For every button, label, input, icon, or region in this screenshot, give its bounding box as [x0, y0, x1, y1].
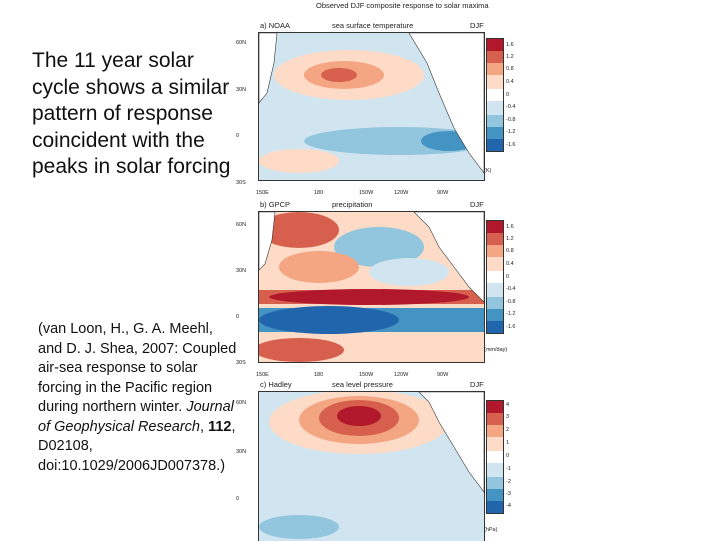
panel-b-lon-4: 90W: [437, 372, 449, 378]
panel-b-lat-2: 0: [236, 314, 240, 320]
panel-a-lat-2: 0: [236, 133, 240, 139]
panel-a-tick-5: -0.4: [506, 104, 516, 110]
panel-c-map: [258, 391, 485, 541]
panel-c-tick-1: 3: [506, 414, 510, 420]
panel-b-variable: precipitation: [332, 200, 373, 209]
panel-a-tick-7: -1.2: [506, 129, 516, 135]
panel-c-tick-7: -3: [506, 491, 511, 497]
panel-a-lat-3: 30S: [236, 180, 246, 186]
panel-c-tick-4: 0: [506, 453, 510, 459]
panel-b-label: b) GPCP: [260, 200, 291, 209]
panel-c-unit: (hPa): [484, 527, 498, 533]
panel-c-tick-3: 1: [506, 440, 510, 446]
figure-title: Observed DJF composite response to solar…: [316, 1, 489, 10]
panel-c-season: DJF: [470, 380, 484, 389]
panel-b-tick-7: -1.2: [506, 311, 516, 317]
panel-a-unit: (K): [484, 168, 492, 174]
panel-b-lat-1: 30N: [236, 268, 247, 274]
panel-a-lon-1: 180: [314, 190, 324, 196]
panel-c-lat-1: 30N: [236, 449, 247, 455]
panel-a-tick-4: 0: [506, 92, 510, 98]
panel-a-tick-3: 0.4: [506, 79, 514, 85]
panel-a-season: DJF: [470, 21, 484, 30]
panel-b-season: DJF: [470, 200, 484, 209]
panel-a-tick-6: -0.8: [506, 117, 516, 123]
panel-b-map-graphic: [259, 212, 484, 362]
panel-a-tick-1: 1.2: [506, 54, 514, 60]
panel-c-lat-0: 60N: [236, 400, 247, 406]
panel-c-tick-0: 4: [506, 402, 510, 408]
panel-c-tick-2: 2: [506, 427, 510, 433]
panel-c-tick-6: -2: [506, 479, 511, 485]
panel-c-colorbar-graphic: [487, 401, 503, 513]
panel-b-unit: (mm/day): [484, 347, 508, 353]
panel-c-map-graphic: [259, 392, 484, 541]
citation-journal: Journal of Geophysical Research: [38, 399, 234, 435]
panel-b-lat-0: 60N: [236, 222, 247, 228]
panel-b-tick-4: 0: [506, 274, 510, 280]
panel-b-tick-6: -0.8: [506, 299, 516, 305]
panel-a-colorbar-graphic: [487, 39, 503, 151]
panel-a-lon-4: 90W: [437, 190, 449, 196]
citation: (van Loon, H., G. A. Meehl, and D. J. Sh…: [38, 320, 240, 476]
panel-c-lat-2: 0: [236, 496, 240, 502]
panel-b-map: [258, 211, 485, 363]
citation-volume: 112: [208, 418, 232, 435]
panel-a-map: [258, 32, 485, 181]
panel-b-lat-3: 30S: [236, 360, 246, 366]
panel-b-colorbar: [486, 220, 504, 334]
panel-c-colorbar: [486, 400, 504, 514]
panel-a-lat-0: 60N: [236, 40, 247, 46]
panel-b-lon-0: 150E: [256, 372, 269, 378]
panel-b-tick-2: 0.8: [506, 248, 514, 254]
panel-b-lon-2: 150W: [359, 372, 374, 378]
panel-b-tick-5: -0.4: [506, 286, 516, 292]
panel-b-tick-3: 0.4: [506, 261, 514, 267]
panel-a-variable: sea surface temperature: [332, 21, 414, 30]
panel-a-lon-3: 120W: [394, 190, 409, 196]
citation-sep: ,: [200, 418, 209, 435]
panel-a-lon-2: 150W: [359, 190, 374, 196]
citation-rest: , D02108, doi:10.1029/2006JD007378.): [38, 418, 236, 474]
panel-c-label: c) Hadley: [260, 380, 292, 389]
panel-a-tick-8: -1.6: [506, 142, 516, 148]
panel-b-tick-8: -1.6: [506, 324, 516, 330]
solar-response-figure: Observed DJF composite response to solar…: [234, 0, 720, 541]
panel-b-tick-1: 1.2: [506, 236, 514, 242]
panel-a-tick-2b: 0.8: [506, 66, 514, 72]
panel-c-variable: sea level pressure: [332, 380, 393, 389]
panel-a-lon-0: 150E: [256, 190, 269, 196]
panel-a-tick-0: 1.6: [506, 42, 514, 48]
panel-b-colorbar-graphic: [487, 221, 503, 333]
citation-authors: (van Loon, H., G. A. Meehl, and D. J. Sh…: [38, 321, 237, 415]
slide-main-text: The 11 year solar cycle shows a similar …: [32, 49, 231, 178]
panel-c-tick-8: -4: [506, 503, 511, 509]
panel-c-tick-5: -1: [506, 466, 511, 472]
panel-a-label: a) NOAA: [260, 21, 291, 30]
panel-b-tick-0: 1.6: [506, 224, 514, 230]
panel-a-map-graphic: [259, 33, 484, 180]
panel-a-lat-1: 30N: [236, 87, 247, 93]
panel-b-lon-1: 180: [314, 372, 324, 378]
panel-b-lon-3: 120W: [394, 372, 409, 378]
panel-a-colorbar: [486, 38, 504, 152]
